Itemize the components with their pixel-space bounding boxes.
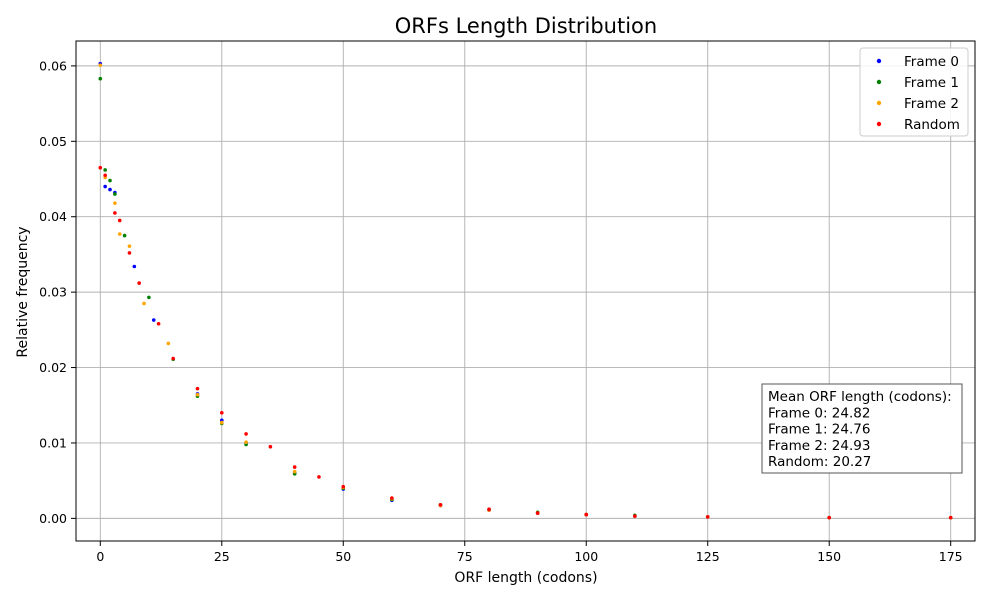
legend: Frame 0 Frame 1 Frame 2 Random [859,47,969,137]
legend-label: Frame 0 [904,54,959,70]
data-point [98,63,103,67]
legend-marker [876,79,882,85]
axis-ticks: 0 25 50 75 100 125 150 175 0.00 0.01 0.02 0.03 0.04 0… [39,58,962,564]
y-tick-label: 0.00 [39,511,67,526]
annotation-line: Frame 2: 24.93 [768,438,870,454]
plot-area [75,40,976,542]
data-point [633,514,637,518]
legend-marker [876,100,882,106]
data-point [268,444,273,449]
data-point [292,465,297,469]
data-point [113,201,117,205]
data-point [244,432,248,436]
y-tick-label: 0.05 [39,134,67,149]
data-point [390,496,394,500]
data-point [244,440,248,445]
x-tick-label: 175 [939,549,963,564]
data-point [147,295,151,300]
legend-box [859,47,969,137]
data-points [98,61,953,520]
data-point [132,264,137,269]
x-tick-label: 100 [574,549,598,564]
data-point [827,515,832,520]
data-point [317,475,321,479]
x-tick-label: 150 [817,549,841,564]
data-point [103,173,107,178]
data-point [117,232,122,236]
y-tick-label: 0.06 [39,58,67,73]
data-point [151,318,156,322]
data-point [108,187,112,192]
data-point [137,281,141,285]
x-axis-label: ORF length (codons) [454,570,597,586]
y-tick-label: 0.04 [39,209,67,224]
annotation-line: Random: 20.27 [768,454,871,470]
x-tick-label: 75 [457,549,473,564]
data-point [535,511,540,515]
data-point [98,76,103,81]
x-tick-label: 50 [335,549,351,564]
data-point [113,192,117,196]
data-point [108,178,112,183]
y-tick-label: 0.03 [39,285,67,300]
annotation-line: Frame 1: 24.76 [768,422,870,438]
annotation-line: Frame 0: 24.82 [768,405,870,421]
data-point [487,507,491,512]
annotation-box [761,383,963,474]
x-tick-label: 0 [96,549,104,564]
data-point [219,410,224,415]
data-point [127,251,132,255]
data-point [122,233,127,238]
data-point [103,168,107,172]
data-point [142,301,146,306]
series-random [98,165,953,520]
x-tick-label: 125 [696,549,720,564]
mean-length-annotation: Mean ORF length (codons):Frame 0: 24.82F… [761,383,963,474]
legend-marker [876,58,882,64]
data-point [103,184,107,189]
legend-label: Random [904,117,960,133]
data-point [166,341,171,346]
data-point [219,420,224,425]
data-point [341,484,346,489]
legend-label: Frame 1 [904,75,959,91]
data-point [127,244,132,248]
data-point [156,322,161,326]
data-point [438,503,443,507]
legend-label: Frame 2 [904,96,959,112]
y-axis-label: Relative frequency [15,226,31,357]
annotation-line: Mean ORF length (codons): [768,389,952,405]
data-point [171,356,175,361]
chart-title: ORFs Length Distribution [395,14,657,38]
data-point [195,392,200,397]
data-point [705,515,710,519]
data-point [584,512,589,517]
y-tick-label: 0.01 [39,435,67,450]
x-tick-label: 25 [214,549,230,564]
data-point [117,218,122,223]
data-point [292,469,297,474]
data-point [948,515,953,520]
legend-marker [876,121,882,127]
data-point [195,386,200,391]
y-tick-label: 0.02 [39,360,67,375]
data-point [113,211,117,215]
data-point [98,165,103,170]
